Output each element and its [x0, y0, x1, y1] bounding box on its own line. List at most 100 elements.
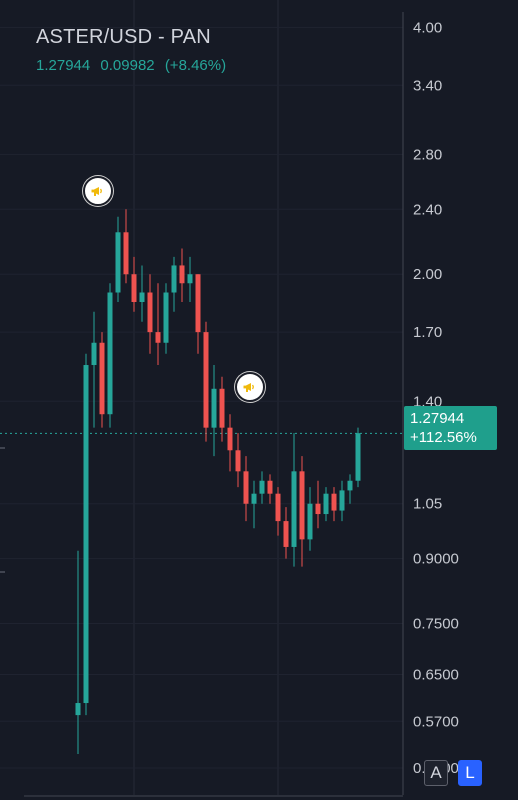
candle-body	[291, 471, 297, 547]
candle-body	[147, 292, 153, 333]
candle-body	[243, 471, 249, 504]
candle	[331, 487, 337, 522]
candle	[147, 274, 153, 354]
price-tick-label: 2.00	[413, 266, 442, 283]
candle	[139, 265, 145, 322]
candle-body	[315, 503, 321, 515]
price-tick-label: 4.00	[413, 19, 442, 36]
candle	[219, 376, 225, 442]
candle	[291, 433, 297, 567]
candle-body	[323, 493, 329, 515]
megaphone-icon[interactable]	[235, 372, 265, 402]
candle	[179, 248, 185, 303]
candle	[251, 480, 257, 529]
candle-body	[83, 365, 89, 704]
candle-body	[307, 503, 313, 540]
price-tick-label: 0.7500	[413, 616, 459, 633]
candle	[107, 283, 113, 428]
megaphone-icon	[243, 383, 254, 392]
candle-body	[299, 471, 305, 540]
candle-body	[227, 427, 233, 451]
chart-legend: ASTER/USD - PAN 1.27944 0.09982 (+8.46%)	[36, 26, 232, 74]
candle-body	[171, 265, 177, 293]
candle-body	[235, 450, 241, 472]
candle	[227, 414, 233, 472]
price-tick-label: 1.05	[413, 496, 442, 513]
candle-body	[187, 274, 193, 284]
candle	[299, 456, 305, 567]
candle-body	[139, 292, 145, 303]
candles	[75, 209, 361, 754]
candle-body	[283, 521, 289, 547]
candle	[123, 209, 129, 284]
candle-body	[91, 342, 97, 366]
chart-grid	[0, 0, 403, 795]
candle-body	[155, 332, 161, 343]
candle-body	[163, 292, 169, 343]
legend-values: 1.27944 0.09982 (+8.46%)	[36, 57, 232, 74]
price-tick-label: 0.9000	[413, 551, 459, 568]
candle-body	[339, 490, 345, 511]
last-price-label: 1.27944 +112.56%	[404, 406, 497, 450]
candle-body	[251, 493, 257, 504]
candle	[195, 274, 201, 354]
candle-body	[219, 388, 225, 428]
candle-body	[75, 703, 81, 716]
change-percent-value: (+8.46%)	[164, 57, 227, 74]
price-tick-label: 2.40	[413, 201, 442, 218]
log-scale-button[interactable]: L	[458, 760, 482, 786]
last-price-label-percent: +112.56%	[410, 429, 477, 446]
candle	[307, 487, 313, 551]
auto-scale-button[interactable]: A	[424, 760, 448, 786]
candle	[347, 474, 353, 504]
candle-body	[131, 274, 137, 303]
price-tick-label: 1.70	[413, 324, 442, 341]
candle	[187, 256, 193, 303]
candle-body	[123, 232, 129, 275]
candle-body	[99, 342, 105, 415]
candle-body	[115, 232, 121, 293]
candle-body	[347, 480, 353, 491]
candle	[323, 487, 329, 522]
candle	[275, 487, 281, 536]
candle-body	[179, 265, 185, 284]
symbol-title[interactable]: ASTER/USD - PAN	[36, 26, 211, 48]
candle	[235, 433, 241, 488]
last-price-value: 1.27944	[36, 57, 91, 74]
change-value: 0.09982	[100, 57, 155, 74]
candle	[339, 480, 345, 522]
price-tick-label: 0.6500	[413, 667, 459, 684]
candle	[131, 256, 137, 312]
candle	[75, 550, 81, 754]
candle	[83, 353, 89, 716]
candle-body	[211, 388, 217, 428]
candle-body	[267, 480, 273, 494]
price-axis[interactable]: 4.003.402.802.402.001.701.401.050.90000.…	[413, 19, 459, 777]
candle-body	[331, 493, 337, 511]
candle	[315, 480, 321, 529]
candle	[91, 311, 97, 428]
candle	[203, 321, 209, 442]
candle	[163, 283, 169, 354]
candle	[355, 427, 361, 488]
candle	[243, 456, 249, 522]
price-tick-label: 3.40	[413, 77, 442, 94]
candle-body	[275, 493, 281, 522]
megaphone-icon	[91, 187, 102, 196]
candle	[283, 507, 289, 559]
candle	[259, 471, 265, 504]
candle-body	[259, 480, 265, 494]
candle	[267, 474, 273, 504]
candle	[171, 256, 177, 312]
price-tick-label: 2.80	[413, 146, 442, 163]
last-price-label-value: 1.27944	[410, 410, 465, 427]
candle	[115, 216, 121, 303]
candle	[99, 332, 105, 428]
price-tick-label: 0.5700	[413, 713, 459, 730]
candle	[155, 283, 161, 366]
candle-body	[107, 292, 113, 415]
candle	[211, 365, 217, 457]
megaphone-icon[interactable]	[83, 176, 113, 206]
candle-body	[203, 332, 209, 428]
